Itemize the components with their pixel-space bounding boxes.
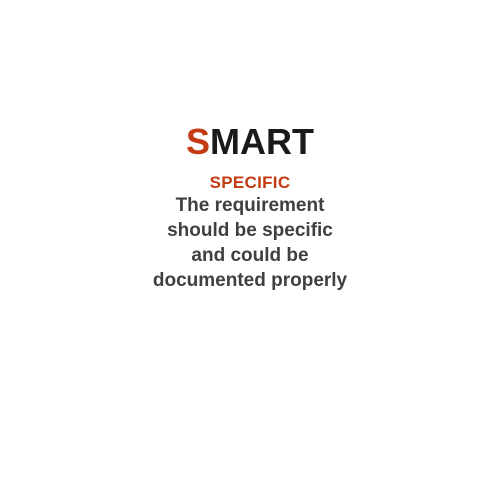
title-rest: MART: [210, 121, 314, 162]
title-first-letter: S: [186, 121, 211, 162]
description-line: should be specific: [167, 220, 333, 241]
description-line: The requirement: [175, 195, 325, 216]
slide-description: The requirement should be specific and c…: [0, 193, 500, 293]
description-line: documented properly: [152, 270, 348, 291]
description-line: and could be: [191, 245, 309, 266]
slide-subtitle: SPECIFIC: [209, 173, 291, 192]
slide-title: SMART: [0, 120, 500, 164]
